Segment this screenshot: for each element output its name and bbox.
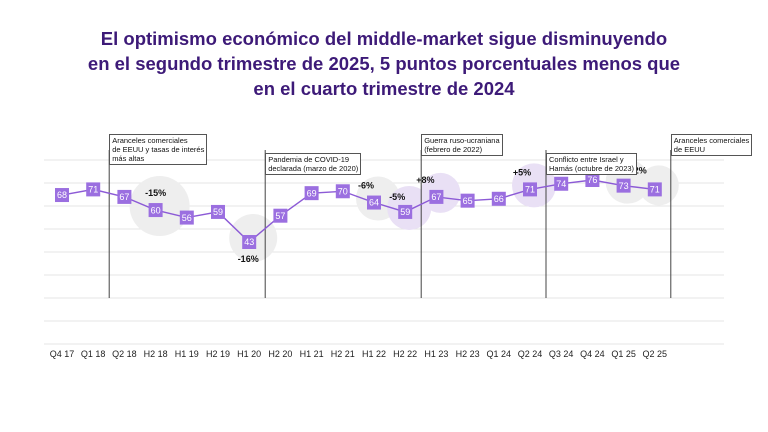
change-label-12: +8% <box>416 175 434 185</box>
data-label-14: 66 <box>494 194 504 204</box>
annotation-box-1: Pandemia de COVID-19 declarada (marzo de… <box>265 153 362 175</box>
data-point-12 <box>429 189 444 204</box>
data-label-3: 60 <box>151 205 161 215</box>
data-point-5 <box>211 204 225 219</box>
change-label-19: -2% <box>631 165 647 175</box>
x-tick-17: Q4 24 <box>580 349 605 359</box>
data-point-13 <box>460 193 475 208</box>
data-label-11: 59 <box>400 207 410 217</box>
data-label-17: 76 <box>587 175 597 185</box>
title-line-1: El optimismo económico del middle-market… <box>100 28 668 49</box>
annotation-box-3: Conflicto entre Israel y Hamás (octubre … <box>546 153 638 175</box>
data-point-11 <box>398 204 413 219</box>
data-label-18: 73 <box>619 181 629 191</box>
x-tick-3: H2 18 <box>144 349 168 359</box>
data-point-2 <box>117 189 132 204</box>
data-label-15: 71 <box>525 185 535 195</box>
annotation-box-0: Aranceles comerciales de EEUU y tasas de… <box>109 134 208 165</box>
data-label-4: 56 <box>182 213 192 223</box>
x-tick-11: H2 22 <box>393 349 417 359</box>
x-tick-1: Q1 18 <box>81 349 106 359</box>
data-label-8: 69 <box>307 188 317 198</box>
data-label-19: 71 <box>650 185 660 195</box>
x-tick-5: H2 19 <box>206 349 230 359</box>
x-tick-2: Q2 18 <box>112 349 137 359</box>
data-label-5: 59 <box>213 207 223 217</box>
data-point-4 <box>179 210 194 225</box>
data-label-6: 43 <box>244 237 254 247</box>
data-label-13: 65 <box>463 196 473 206</box>
data-point-3 <box>148 203 163 218</box>
title-line-3: en el cuarto trimestre de 2024 <box>253 78 515 99</box>
x-tick-13: H2 23 <box>456 349 480 359</box>
x-tick-12: H1 23 <box>424 349 448 359</box>
data-point-19 <box>647 182 662 197</box>
change-label-11: -5% <box>389 192 405 202</box>
data-point-6 <box>242 235 257 249</box>
data-label-16: 74 <box>556 179 566 189</box>
x-tick-10: H1 22 <box>362 349 386 359</box>
title-line-2: en el segundo trimestre de 2025, 5 punto… <box>87 53 681 74</box>
data-label-10: 64 <box>369 198 379 208</box>
x-tick-19: Q2 25 <box>643 349 668 359</box>
x-tick-7: H2 20 <box>268 349 292 359</box>
data-point-7 <box>273 208 288 223</box>
x-tick-4: H1 19 <box>175 349 199 359</box>
data-point-17 <box>585 173 600 187</box>
x-tick-9: H2 21 <box>331 349 355 359</box>
x-tick-14: Q1 24 <box>487 349 512 359</box>
data-point-1 <box>86 182 101 197</box>
change-label-15: +5% <box>513 167 531 177</box>
x-tick-16: Q3 24 <box>549 349 574 359</box>
change-label-3: -15% <box>145 188 166 198</box>
annotation-box-4: Aranceles comerciales de EEUU <box>670 134 753 156</box>
data-label-12: 67 <box>431 192 441 202</box>
data-point-16 <box>554 176 569 191</box>
data-point-9 <box>335 184 350 199</box>
change-label-6: -16% <box>238 254 259 264</box>
data-point-18 <box>616 178 631 193</box>
data-point-15 <box>523 182 537 197</box>
data-label-7: 57 <box>275 211 285 221</box>
x-tick-18: Q1 25 <box>611 349 636 359</box>
data-label-0: 68 <box>57 190 67 200</box>
data-point-10 <box>367 195 381 210</box>
x-tick-8: H1 21 <box>300 349 324 359</box>
x-tick-15: Q2 24 <box>518 349 543 359</box>
data-label-1: 71 <box>88 185 98 195</box>
annotation-box-2: Guerra ruso-ucraniana (febrero de 2022) <box>421 134 503 156</box>
change-label-10: -6% <box>358 181 374 191</box>
data-point-8 <box>304 186 319 201</box>
x-tick-6: H1 20 <box>237 349 261 359</box>
data-point-0 <box>55 188 69 203</box>
x-tick-0: Q4 17 <box>50 349 75 359</box>
chart-title: El optimismo económico del middle-market… <box>0 26 768 101</box>
data-label-2: 67 <box>119 192 129 202</box>
data-point-14 <box>491 191 506 206</box>
data-label-9: 70 <box>338 186 348 196</box>
